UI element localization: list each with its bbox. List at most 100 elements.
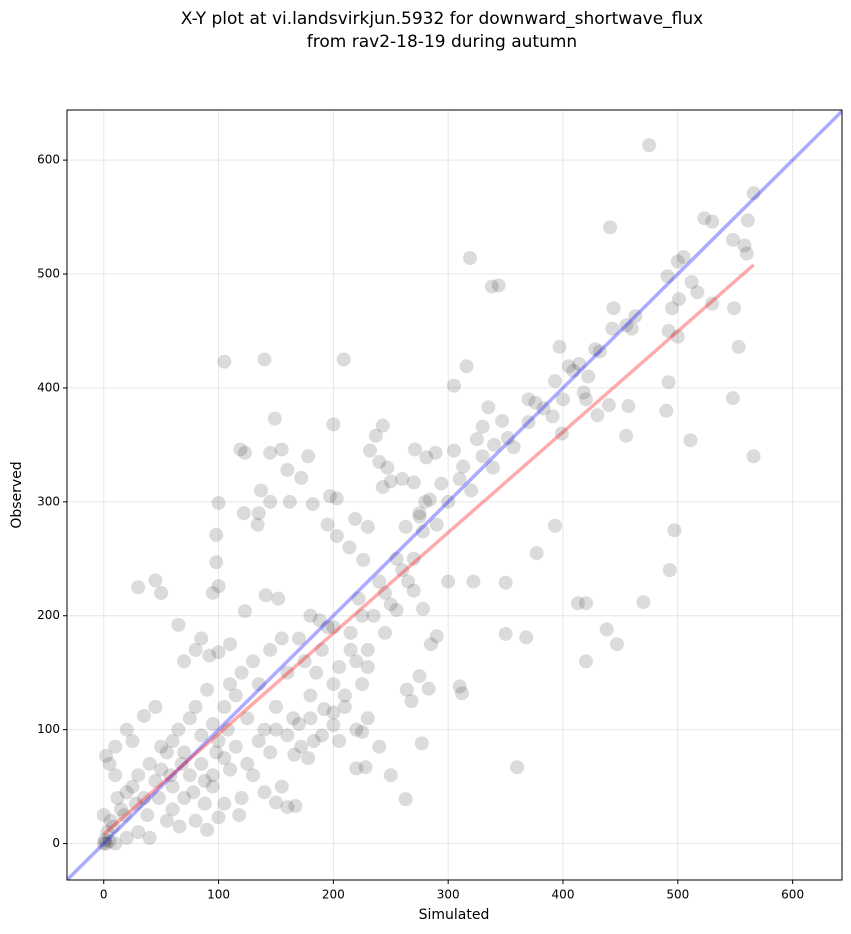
scatter-point (217, 354, 232, 369)
scatter-point (312, 613, 327, 628)
scatter-point (280, 800, 295, 815)
scatter-point (662, 563, 677, 578)
scatter-point (418, 494, 433, 509)
scatter-point (246, 654, 260, 669)
scatter-point (731, 339, 746, 354)
scatter-point (570, 596, 585, 611)
scatter-point (621, 399, 636, 414)
scatter-point (148, 699, 163, 714)
scatter-point (237, 445, 252, 460)
scatter-point (578, 654, 593, 669)
scatter-point (159, 745, 174, 760)
scatter-point (349, 722, 364, 737)
scatter-point (676, 249, 691, 264)
scatter-point (380, 460, 395, 475)
scatter-point (326, 718, 341, 733)
scatter-point (309, 665, 324, 680)
scatter-point (399, 682, 414, 697)
scatter-point (223, 637, 238, 652)
scatter-point (326, 705, 341, 720)
scatter-point (332, 734, 347, 749)
scatter-point (268, 722, 283, 737)
scatter-point (671, 292, 686, 307)
scatter-point (250, 517, 265, 532)
x-tick-label: 300 (437, 888, 460, 902)
scatter-point (197, 773, 212, 788)
scatter-point (414, 736, 429, 751)
scatter-point (355, 724, 370, 739)
scatter-point (291, 631, 306, 646)
scatter-point (171, 722, 186, 737)
scatter-point (366, 608, 381, 623)
scatter-point (200, 682, 215, 697)
scatter-point (609, 637, 624, 652)
scatter-point (108, 739, 123, 754)
scatter-point (495, 413, 510, 428)
scatter-point (233, 442, 248, 457)
scatter-point (475, 449, 490, 464)
scatter-point (360, 659, 375, 674)
scatter-point (209, 527, 224, 542)
scatter-point (446, 378, 461, 393)
scatter-point (739, 246, 754, 261)
scatter-point (556, 392, 570, 407)
scatter-point (131, 768, 146, 783)
scatter-point (280, 665, 295, 680)
scatter-point (485, 460, 500, 475)
scatter-point (96, 836, 111, 851)
scatter-point (171, 617, 186, 632)
scatter-point (554, 426, 569, 441)
scatter-point (660, 269, 675, 284)
scatter-point (746, 186, 761, 201)
scatter-point (217, 796, 232, 811)
scatter-point (240, 756, 255, 771)
scatter-point (125, 779, 140, 794)
scatter-point (220, 722, 235, 737)
scatter-point (740, 213, 755, 228)
scatter-point (727, 301, 742, 316)
axes: 0 100 200 300 400 500 600 0 100 200 300 400 500 600 (37, 153, 804, 902)
scatter-point (421, 681, 436, 696)
scatter-point (605, 321, 620, 336)
scatter-point (619, 318, 634, 333)
scatter-point (182, 711, 197, 726)
scatter-point (136, 790, 151, 805)
scatter-point (96, 808, 111, 823)
scatter-point (356, 552, 371, 567)
scatter-point (329, 529, 344, 544)
scatter-point (251, 506, 266, 521)
x-axis-label: Simulated (419, 907, 490, 923)
scatter-point (102, 756, 117, 771)
scatter-point (217, 699, 232, 714)
y-tick-label: 500 (37, 267, 60, 281)
scatter-point (375, 418, 390, 433)
scatter-point (165, 779, 180, 794)
scatter-point (363, 443, 378, 458)
scatter-point (406, 583, 421, 598)
scatter-point (205, 768, 220, 783)
scatter-point (186, 785, 201, 800)
scatter-point (401, 574, 415, 589)
fit-line (67, 110, 842, 880)
scatter-point (628, 309, 643, 324)
scatter-point (434, 476, 449, 491)
scatter-point (251, 734, 266, 749)
scatter-point (487, 437, 502, 452)
scatter-point (572, 357, 587, 372)
plot-area (67, 110, 842, 880)
scatter-point (529, 546, 544, 561)
y-axis-label: Observed (9, 461, 25, 528)
scatter-point (561, 359, 576, 374)
scatter-point (412, 669, 427, 684)
scatter-point (97, 833, 112, 848)
scatter-point (223, 677, 238, 692)
scatter-point (521, 392, 536, 407)
scatter-point (136, 708, 151, 723)
scatter-point (119, 722, 134, 737)
scatter-point (148, 573, 163, 588)
scatter-point (452, 679, 467, 694)
scatter-point (383, 597, 398, 612)
scatter-point (398, 792, 413, 807)
x-tick-label: 200 (322, 888, 345, 902)
scatter-point (251, 677, 266, 692)
